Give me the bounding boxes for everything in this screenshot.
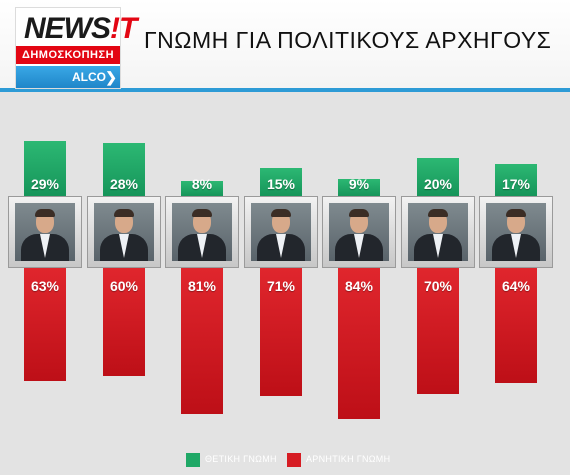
leader-photo-frame-7 xyxy=(479,196,553,268)
leader-photo xyxy=(329,203,389,261)
leader-photo-frame-1 xyxy=(8,196,82,268)
bar-negative-2 xyxy=(103,268,145,376)
data-label-positive-3: 8% xyxy=(191,176,213,192)
leader-photo-frame-6 xyxy=(401,196,475,268)
bar-negative-4 xyxy=(260,268,302,396)
bar-chart: 29% 63% 28% 60% 8% 81% 15% 71% 9% 84% 20% 70% 17% 64% xyxy=(0,92,570,442)
data-label-negative-4: 71% xyxy=(266,278,296,294)
data-label-positive-1: 29% xyxy=(30,176,60,192)
photo-hair xyxy=(192,209,212,217)
leader-photo xyxy=(172,203,232,261)
bar-positive-6 xyxy=(417,158,459,196)
bar-positive-1 xyxy=(24,141,66,196)
photo-hair xyxy=(114,209,134,217)
logo-alco-text: ALCO xyxy=(72,70,106,84)
bar-positive-3 xyxy=(181,181,223,196)
photo-shirt xyxy=(119,234,129,258)
bar-positive-4 xyxy=(260,168,302,196)
bar-negative-6 xyxy=(417,268,459,394)
data-label-negative-5: 84% xyxy=(344,278,374,294)
leader-photo xyxy=(408,203,468,261)
logo-subtitle: ΔΗΜΟΣΚΟΠΗΣΗ xyxy=(16,46,120,64)
data-label-negative-7: 64% xyxy=(501,278,531,294)
data-label-negative-6: 70% xyxy=(423,278,453,294)
photo-shirt xyxy=(433,234,443,258)
chevron-right-icon: ❯ xyxy=(105,69,117,85)
photo-shirt xyxy=(276,234,286,258)
data-label-positive-7: 17% xyxy=(501,176,531,192)
photo-hair xyxy=(428,209,448,217)
photo-shirt xyxy=(511,234,521,258)
leader-photo xyxy=(486,203,546,261)
logo-excl-text: !T xyxy=(110,12,137,45)
leader-photo xyxy=(94,203,154,261)
photo-shirt xyxy=(197,234,207,258)
legend-negative-swatch xyxy=(287,453,301,467)
bar-positive-5 xyxy=(338,179,380,196)
legend-negative-label: ΑΡΝΗΤΙΚΗ ΓΝΩΜΗ xyxy=(306,454,391,464)
data-label-positive-6: 20% xyxy=(423,176,453,192)
chart-title: ΓΝΩΜΗ ΓΙΑ ΠΟΛΙΤΙΚΟΥΣ ΑΡΧΗΓΟΥΣ xyxy=(144,27,552,53)
leader-photo-frame-2 xyxy=(87,196,161,268)
photo-hair xyxy=(35,209,55,217)
bar-negative-3 xyxy=(181,268,223,414)
data-label-negative-2: 60% xyxy=(109,278,139,294)
legend-positive-swatch xyxy=(186,453,200,467)
data-label-negative-1: 63% xyxy=(30,278,60,294)
bar-negative-7 xyxy=(495,268,537,383)
data-label-positive-2: 28% xyxy=(109,176,139,192)
leader-photo-frame-3 xyxy=(165,196,239,268)
photo-hair xyxy=(349,209,369,217)
data-label-negative-3: 81% xyxy=(187,278,217,294)
data-label-positive-4: 15% xyxy=(266,176,296,192)
bar-positive-7 xyxy=(495,164,537,196)
bar-negative-1 xyxy=(24,268,66,381)
logo-wordmark: NEWS!T xyxy=(24,12,137,46)
leader-photo xyxy=(15,203,75,261)
photo-shirt xyxy=(40,234,50,258)
leader-photo-frame-4 xyxy=(244,196,318,268)
data-label-positive-5: 9% xyxy=(348,176,370,192)
bar-negative-5 xyxy=(338,268,380,419)
photo-hair xyxy=(506,209,526,217)
newsit-logo: NEWS!T ΔΗΜΟΣΚΟΠΗΣΗ ALCO ❯ xyxy=(16,8,137,88)
bar-positive-2 xyxy=(103,143,145,196)
logo-alco: ALCO ❯ xyxy=(16,66,120,88)
photo-shirt xyxy=(354,234,364,258)
photo-hair xyxy=(271,209,291,217)
legend-positive-label: ΘΕΤΙΚΗ ΓΝΩΜΗ xyxy=(205,454,277,464)
header-divider xyxy=(0,88,570,92)
leader-photo-frame-5 xyxy=(322,196,396,268)
leader-photo xyxy=(251,203,311,261)
logo-news-text: NEWS xyxy=(24,12,111,45)
